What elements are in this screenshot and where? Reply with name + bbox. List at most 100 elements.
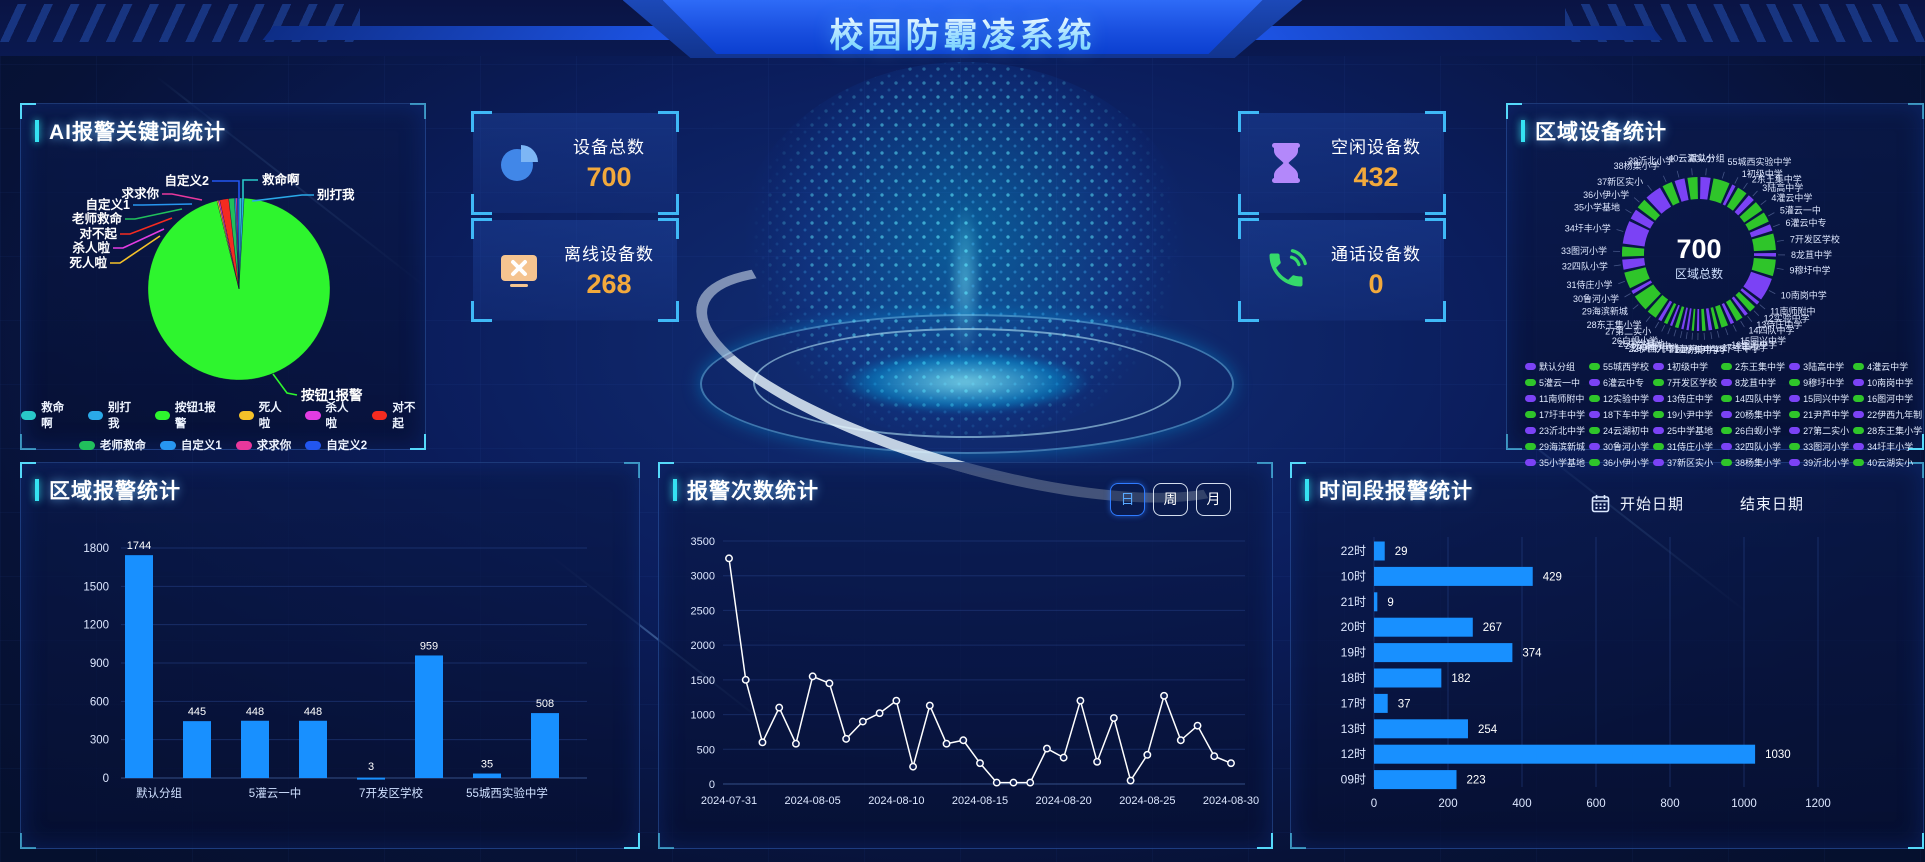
pie-slice[interactable] (147, 197, 331, 381)
donut-segment[interactable] (1751, 257, 1776, 277)
legend-item[interactable]: 24云湖初中 (1589, 424, 1649, 437)
line-point[interactable] (1009, 778, 1018, 787)
legend-item[interactable]: 4灌云中学 (1853, 360, 1922, 373)
line-point[interactable] (1076, 696, 1085, 705)
legend-item[interactable]: 12实验中学 (1589, 392, 1649, 405)
donut-segment[interactable] (1710, 307, 1719, 330)
line-point[interactable] (875, 709, 884, 718)
line-point[interactable] (1143, 750, 1152, 759)
legend-item[interactable]: 别打我 (87, 399, 141, 431)
legend-item[interactable]: 8龙苴中学 (1721, 376, 1785, 389)
legend-item[interactable]: 默认分组 (1525, 360, 1585, 373)
donut-segment[interactable] (1726, 187, 1747, 211)
donut-segment[interactable] (1731, 296, 1748, 316)
donut-segment[interactable] (1739, 202, 1763, 223)
bar[interactable] (241, 720, 269, 778)
legend-item[interactable]: 23沂北中学 (1525, 424, 1585, 437)
legend-item[interactable]: 21尹芦中学 (1789, 408, 1849, 421)
donut-segment[interactable] (1662, 181, 1680, 206)
legend-item[interactable]: 31侍庄小学 (1653, 440, 1717, 453)
legend-item[interactable]: 25中学基地 (1653, 424, 1717, 437)
donut-segment[interactable] (1740, 288, 1760, 305)
legend-item[interactable]: 38杨集小学 (1721, 456, 1785, 469)
legend-item[interactable]: 杀人啦 (305, 399, 358, 431)
legend-item[interactable]: 33图河小学 (1789, 440, 1849, 453)
line-point[interactable] (1026, 778, 1035, 787)
legend-item[interactable]: 3陆高中学 (1789, 360, 1849, 373)
bar[interactable] (1374, 617, 1473, 637)
donut-segment[interactable] (1669, 304, 1680, 327)
legend-item[interactable]: 36小伊小学 (1589, 456, 1649, 469)
donut-segment[interactable] (1751, 233, 1776, 252)
legend-item[interactable]: 19小尹中学 (1653, 408, 1717, 421)
legend-item[interactable]: 自定义2 (305, 437, 367, 453)
legend-item[interactable]: 22伊西九年制 (1853, 408, 1922, 421)
line-point[interactable] (842, 734, 851, 743)
legend-item[interactable]: 35小学基地 (1525, 456, 1585, 469)
donut-segment[interactable] (1687, 177, 1699, 200)
bar[interactable] (531, 713, 559, 778)
line-point[interactable] (1176, 736, 1185, 745)
legend-item[interactable]: 10南岗中学 (1853, 376, 1922, 389)
bar[interactable] (125, 555, 153, 778)
line-point[interactable] (992, 778, 1001, 787)
line-point[interactable] (1210, 752, 1219, 761)
donut-segment[interactable] (1709, 178, 1730, 204)
donut-segment[interactable] (1725, 299, 1743, 322)
legend-item[interactable]: 13侍庄中学 (1653, 392, 1717, 405)
donut-segment[interactable] (1663, 302, 1677, 325)
donut-segment[interactable] (1658, 300, 1673, 322)
legend-item[interactable]: 5灌云一中 (1525, 376, 1585, 389)
legend-item[interactable]: 老师救命 (78, 437, 146, 453)
donut-segment[interactable] (1631, 280, 1653, 295)
donut-segment[interactable] (1637, 199, 1661, 221)
donut-segment[interactable] (1743, 271, 1772, 300)
start-date-picker[interactable]: 开始日期 (1620, 496, 1685, 513)
bar[interactable] (1374, 541, 1385, 561)
donut-segment[interactable] (1745, 212, 1769, 231)
legend-item[interactable]: 11南师附中 (1525, 392, 1585, 405)
line-point[interactable] (892, 696, 901, 705)
legend-item[interactable]: 7开发区学校 (1653, 376, 1717, 389)
bar[interactable] (299, 720, 327, 778)
legend-item[interactable]: 26白蚬小学 (1721, 424, 1785, 437)
line-point[interactable] (1109, 714, 1118, 722)
legend-item[interactable]: 2东王集中学 (1721, 360, 1785, 373)
line-point[interactable] (942, 739, 951, 748)
donut-segment[interactable] (1646, 187, 1672, 214)
donut-segment[interactable] (1622, 257, 1646, 270)
bar[interactable] (1374, 643, 1513, 663)
donut-segment[interactable] (1722, 184, 1736, 206)
bar[interactable] (1374, 592, 1378, 612)
line-point[interactable] (825, 679, 834, 688)
donut-segment[interactable] (1647, 294, 1669, 318)
donut-segment[interactable] (1749, 224, 1773, 238)
line-point[interactable] (741, 675, 750, 684)
legend-item[interactable]: 16图河中学 (1853, 392, 1922, 405)
line-point[interactable] (1126, 776, 1135, 785)
line-point[interactable] (791, 739, 800, 748)
line-point[interactable] (1093, 757, 1102, 766)
bar[interactable] (357, 777, 385, 780)
line-point[interactable] (976, 759, 984, 768)
line-point[interactable] (858, 717, 867, 726)
legend-item[interactable]: 自定义1 (159, 437, 222, 453)
line-point[interactable] (1042, 744, 1051, 753)
donut-segment[interactable] (1734, 195, 1754, 216)
legend-item[interactable]: 6灌云中专 (1589, 376, 1649, 389)
range-button-日[interactable]: 日 (1110, 483, 1145, 516)
legend-item[interactable]: 29海滨新城 (1525, 440, 1585, 453)
legend-item[interactable]: 按钮1报警 (154, 399, 225, 431)
line-point[interactable] (725, 554, 733, 563)
bar[interactable] (1374, 719, 1468, 739)
legend-item[interactable]: 求求你 (235, 437, 291, 453)
legend-item[interactable]: 9穆圩中学 (1789, 376, 1849, 389)
legend-item[interactable]: 55城西学校 (1589, 360, 1649, 373)
donut-segment[interactable] (1630, 209, 1655, 229)
range-button-周[interactable]: 周 (1153, 483, 1188, 516)
bar[interactable] (1374, 566, 1533, 586)
bar[interactable] (183, 721, 211, 778)
legend-item[interactable]: 救命啊 (21, 399, 74, 431)
line-point[interactable] (925, 701, 934, 710)
line-point[interactable] (808, 672, 817, 681)
